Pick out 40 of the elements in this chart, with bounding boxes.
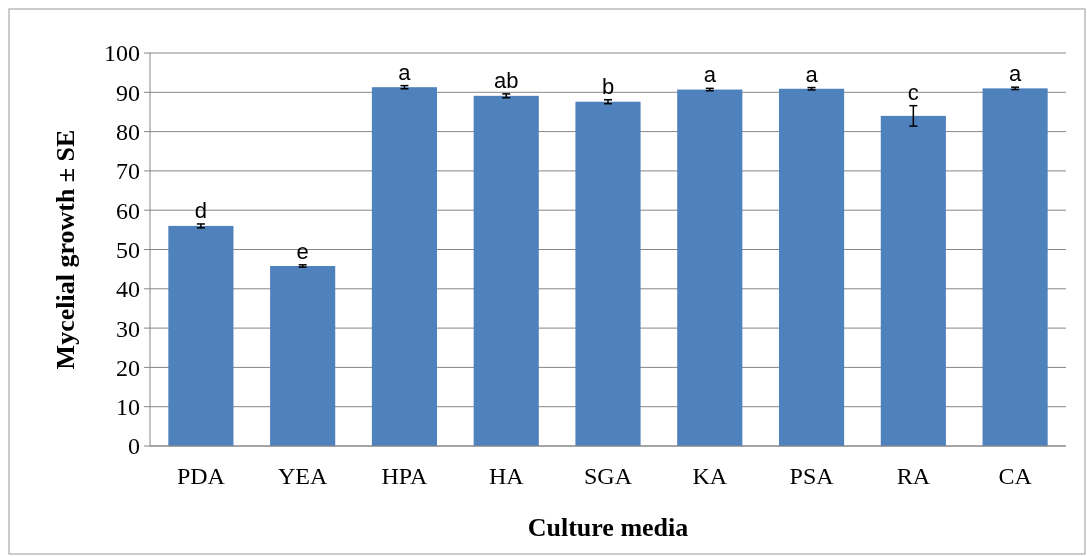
y-tick-label: 0 xyxy=(128,433,140,460)
bar xyxy=(473,95,539,446)
annotation: a xyxy=(1008,61,1022,87)
x-tick-label: RA xyxy=(896,463,931,489)
x-tick-label: YEA xyxy=(278,463,328,489)
annotation: c xyxy=(907,79,919,105)
bar xyxy=(677,89,743,446)
bar xyxy=(371,87,438,446)
annotation: b xyxy=(601,73,615,99)
x-tick-label: HA xyxy=(488,463,525,489)
annotation: e xyxy=(296,238,309,264)
bar xyxy=(575,101,641,446)
x-tick-label: CA xyxy=(998,463,1033,489)
y-tick-label: 30 xyxy=(116,315,140,342)
annotation: ab xyxy=(493,67,519,93)
y-tick-label: 20 xyxy=(116,354,140,381)
x-tick-label: KA xyxy=(692,463,728,489)
annotation: a xyxy=(805,61,819,87)
y-tick-label: 80 xyxy=(116,119,140,145)
bar xyxy=(270,266,336,446)
bar xyxy=(168,225,234,446)
x-tick-label: HPA xyxy=(381,463,429,489)
y-tick-label: 60 xyxy=(116,197,140,224)
y-tick-label: 50 xyxy=(116,236,140,263)
annotation: d xyxy=(194,197,208,223)
y-tick-label: 90 xyxy=(116,79,140,106)
x-tick-label: PDA xyxy=(176,463,226,489)
y-tick-label: 70 xyxy=(116,158,140,185)
annotation: a xyxy=(703,62,717,88)
y-tick-label: 40 xyxy=(116,276,140,303)
y-tick-label: 100 xyxy=(104,40,140,67)
bar xyxy=(982,88,1048,446)
bar xyxy=(880,115,946,446)
x-tick-label: SGA xyxy=(583,463,633,489)
y-axis-title: Mycelial growth ± SE xyxy=(51,129,80,370)
bar xyxy=(778,88,845,446)
annotation: a xyxy=(398,59,412,85)
y-tick-label: 10 xyxy=(116,394,140,421)
x-axis-title: Culture media xyxy=(527,513,689,542)
x-tick-label: PSA xyxy=(789,463,835,489)
